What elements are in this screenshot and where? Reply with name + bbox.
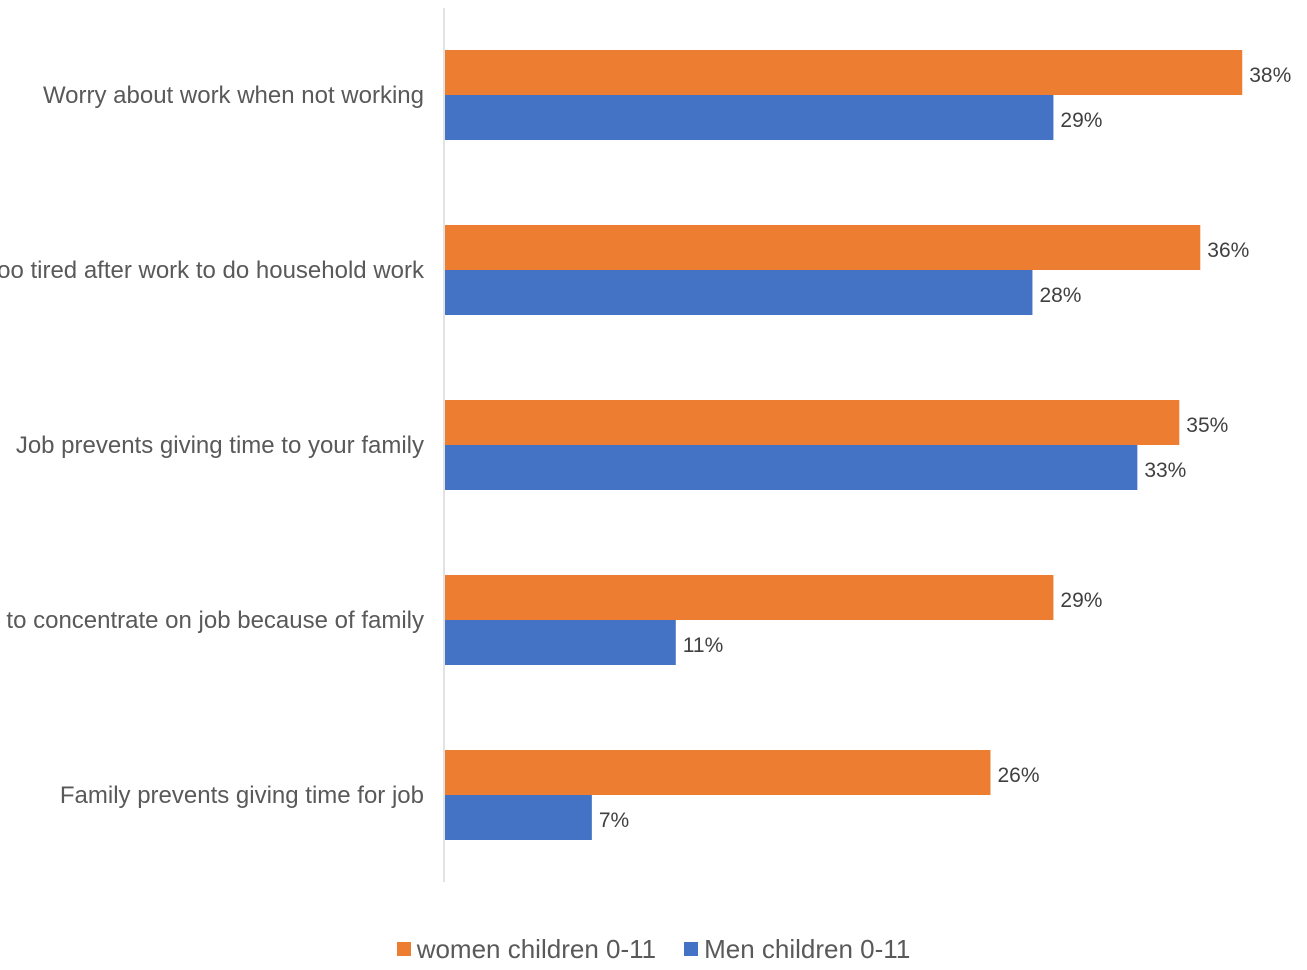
category-label-worry-about-work-when-not-working: Worry about work when not working <box>43 82 424 109</box>
bar-men-hard-to-concentrate-on-job-because-of-family <box>445 620 676 665</box>
data-label-men-family-prevents-giving-time-for-job: 7% <box>599 809 629 832</box>
category-label-job-prevents-giving-time-to-your-family: Job prevents giving time to your family <box>16 432 424 459</box>
category-label-too-tired-after-work-to-do-household-work: Too tired after work to do household wor… <box>0 257 425 284</box>
bar-women-too-tired-after-work-to-do-household-work <box>445 225 1201 270</box>
legend: women children 0-11 Men children 0-11 <box>0 932 1307 966</box>
bar-women-family-prevents-giving-time-for-job <box>445 750 991 795</box>
legend-label-men: Men children 0-11 <box>704 933 911 964</box>
category-label-family-prevents-giving-time-for-job: Family prevents giving time for job <box>60 782 424 809</box>
bar-men-job-prevents-giving-time-to-your-family <box>445 445 1138 490</box>
data-label-women-family-prevents-giving-time-for-job: 26% <box>997 764 1039 787</box>
data-label-women-worry-about-work-when-not-working: 38% <box>1249 64 1291 87</box>
bar-women-hard-to-concentrate-on-job-because-of-family <box>445 575 1054 620</box>
data-label-women-job-prevents-giving-time-to-your-family: 35% <box>1186 414 1228 437</box>
data-labels-group: 38% 29% 36% 28% 35%33% 29% 11% 26% 7% <box>599 64 1291 832</box>
legend-swatch-women <box>396 942 411 956</box>
data-label-women-too-tired-after-work-to-do-household-work: 36% <box>1207 239 1249 262</box>
bar-women-worry-about-work-when-not-working <box>445 50 1243 95</box>
legend-item-men: Men children 0-11 <box>684 934 910 965</box>
bar-men-worry-about-work-when-not-working <box>445 95 1054 140</box>
data-label-men-worry-about-work-when-not-working: 29% <box>1060 109 1102 132</box>
bar-women-job-prevents-giving-time-to-your-family <box>445 400 1180 445</box>
category-label-hard-to-concentrate-on-job-because-of-family: Hard to concentrate on job because of fa… <box>0 607 424 634</box>
legend-item-women: women children 0-11 <box>396 933 657 965</box>
bar-men-too-tired-after-work-to-do-household-work <box>445 270 1033 315</box>
bar-chart: 38% 29% 36% 28% 35%33% 29% 11% 26% 7% Worry abou… <box>0 8 1291 882</box>
legend-swatch-men <box>684 942 699 956</box>
bars-group <box>445 50 1243 840</box>
data-label-men-too-tired-after-work-to-do-household-work: 28% <box>1039 284 1081 307</box>
bar-men-family-prevents-giving-time-for-job <box>445 795 592 840</box>
legend-label-women: women children 0-11 <box>416 933 657 964</box>
data-label-women-hard-to-concentrate-on-job-because-of-family: 29% <box>1060 589 1102 612</box>
data-label-men-hard-to-concentrate-on-job-because-of-family: 11% <box>683 634 723 657</box>
category-labels-group: Worry about work when not working Too tir… <box>0 82 425 809</box>
data-label-men-job-prevents-giving-time-to-your-family: 33% <box>1144 459 1186 482</box>
